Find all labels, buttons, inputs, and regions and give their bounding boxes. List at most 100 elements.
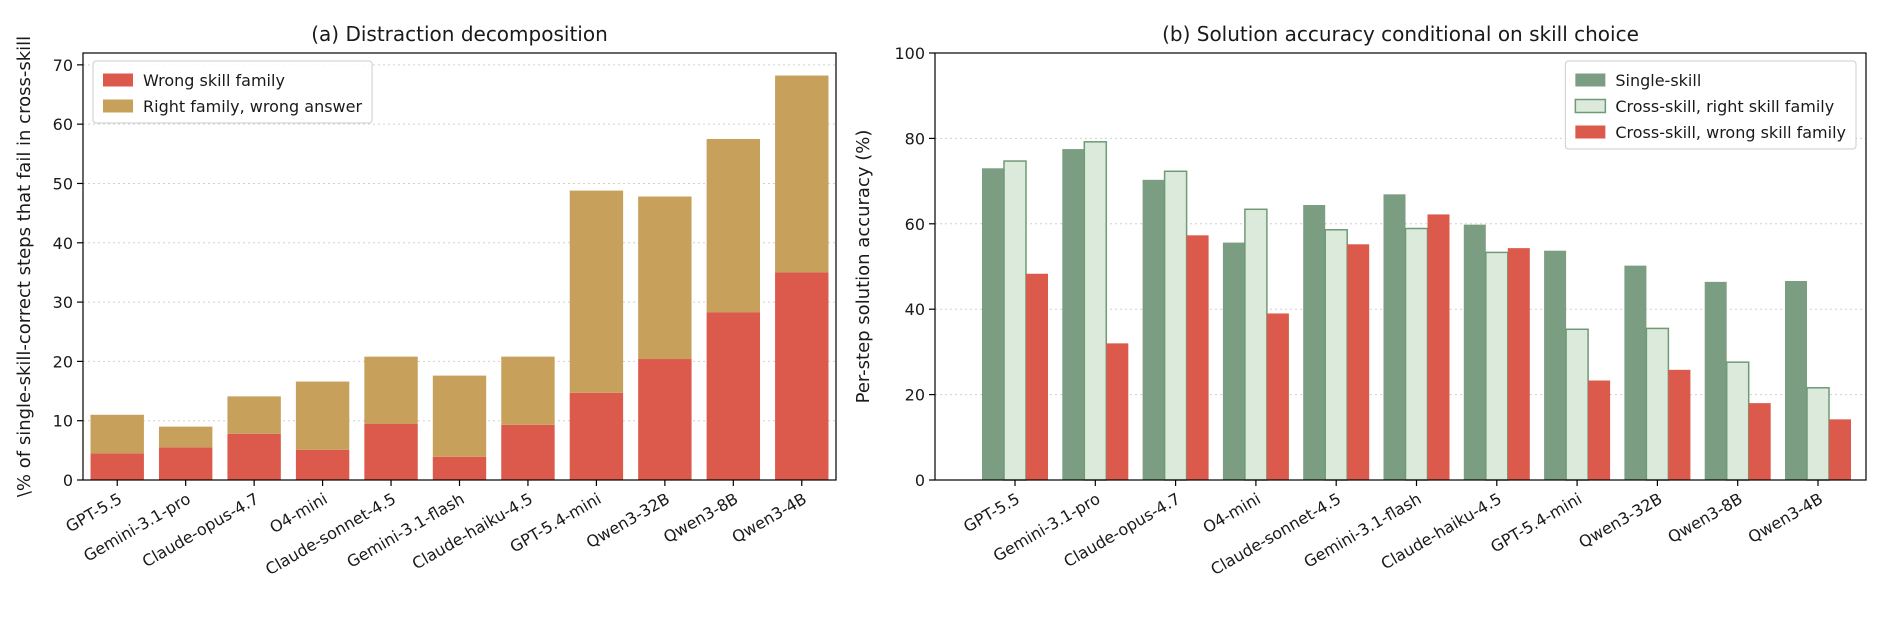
legend-swatch-single-skill [1575,73,1606,87]
bar-qwen3-4b-right-family-wrong-answer [775,75,829,273]
x-tick-label-o4-mini: O4-mini [1200,489,1264,537]
legend-swatch-right-family-wrong-answer [103,99,133,113]
legend-box [1564,60,1857,150]
bar-gpt-5-4-mini-right-family-wrong-answer [569,190,624,393]
y-tick-label: 80 [905,129,925,148]
bar-o4-mini-cross-skill-wrong-skill-family [1266,313,1289,480]
y-tick-label: 60 [905,215,925,234]
bar-qwen3-32b-single-skill [1624,265,1647,480]
y-tick-label: 50 [53,174,73,193]
bar-claude-opus-4-7-cross-skill-right-skill-family [1163,170,1188,481]
bar-qwen3-32b-cross-skill-right-skill-family [1645,327,1670,481]
bar-gpt-5-5-single-skill [982,168,1004,481]
bar-gpt-5-4-mini-wrong-skill-family [569,392,624,480]
y-tick-label: 20 [53,352,73,371]
bar-qwen3-8b-cross-skill-wrong-skill-family [1748,403,1771,480]
y-tick-label: 40 [53,234,73,253]
bar-gemini-3-1-flash-cross-skill-wrong-skill-family [1427,214,1450,480]
bar-claude-opus-4-7-right-family-wrong-answer [227,396,281,434]
bar-claude-opus-4-7-wrong-skill-family [227,433,281,480]
chart-title: (a) Distraction decomposition [311,22,608,46]
bar-gemini-3-1-pro-wrong-skill-family [158,447,213,480]
bar-qwen3-4b-cross-skill-wrong-skill-family [1829,419,1851,480]
chart-title: (b) Solution accuracy conditional on ski… [1162,22,1639,46]
bar-gpt-5-5-right-family-wrong-answer [90,414,144,454]
bar-qwen3-4b-cross-skill-right-skill-family [1806,387,1830,481]
x-tick-label-gemini-3-1-flash: Gemini-3.1-flash [343,489,467,572]
legend: Wrong skill family Right family, wrong an… [92,60,373,124]
bar-gemini-3-1-flash-right-family-wrong-answer [432,375,487,457]
bar-qwen3-32b-wrong-skill-family [638,359,692,480]
y-tick-label: 20 [905,386,925,405]
legend-label-single-skill: Single-skill [1615,71,1701,90]
bar-claude-opus-4-7-single-skill [1142,179,1165,480]
legend-box [92,60,373,124]
x-tick-label-qwen3-4b: Qwen3-4B [729,489,810,547]
bar-o4-mini-right-family-wrong-answer [295,381,350,450]
bar-gpt-5-5-cross-skill-right-skill-family [1003,160,1027,481]
x-tick-label-qwen3-32b: Qwen3-32B [1575,489,1665,552]
bar-claude-sonnet-4-5-single-skill [1303,205,1326,480]
bar-qwen3-32b-right-family-wrong-answer [638,196,692,360]
y-tick-label: 100 [894,44,925,63]
bar-qwen3-4b-single-skill [1785,281,1807,480]
bar-claude-haiku-4-5-cross-skill-right-skill-family [1485,251,1509,481]
x-tick-label-claude-haiku-4-5: Claude-haiku-4.5 [409,489,536,573]
bar-qwen3-32b-cross-skill-wrong-skill-family [1668,369,1691,480]
bar-gpt-5-4-mini-cross-skill-wrong-skill-family [1588,380,1611,480]
panel-b-solution-accuracy: (b) Solution accuracy conditional on ski… [853,22,1867,579]
legend-swatch-cross-skill-right-skill-family [1574,98,1607,114]
bar-gemini-3-1-flash-single-skill [1383,194,1406,480]
bar-qwen3-8b-right-family-wrong-answer [706,138,761,313]
legend: Single-skill Cross-skill, right skill fam… [1564,60,1857,150]
y-tick-label: 30 [53,293,73,312]
bar-claude-sonnet-4-5-wrong-skill-family [364,423,418,480]
y-axis-label: Per-step solution accuracy (%) [853,130,874,404]
bar-gpt-5-5-cross-skill-wrong-skill-family [1026,273,1048,480]
legend-label-wrong-skill-family: Wrong skill family [143,71,285,90]
bar-qwen3-8b-cross-skill-right-skill-family [1725,361,1750,481]
bar-o4-mini-cross-skill-right-skill-family [1244,208,1268,481]
y-tick-label: 40 [905,300,925,319]
y-tick-label: 60 [53,115,73,134]
legend-label-cross-skill-right-skill-family: Cross-skill, right skill family [1615,97,1834,116]
bar-claude-sonnet-4-5-cross-skill-right-skill-family [1324,229,1348,481]
x-tick-label-qwen3-8b: Qwen3-8B [660,489,741,547]
bar-qwen3-8b-wrong-skill-family [706,312,761,480]
bar-claude-opus-4-7-cross-skill-wrong-skill-family [1186,235,1209,480]
panel-a-distraction-decomposition: (a) Distraction decomposition \% of sing… [14,22,837,579]
y-tick-label: 10 [53,412,73,431]
bar-gemini-3-1-pro-cross-skill-right-skill-family [1083,141,1108,481]
bar-gpt-5-4-mini-single-skill [1544,250,1567,480]
legend-label-right-family-wrong-answer: Right family, wrong answer [143,97,362,116]
bar-gemini-3-1-pro-cross-skill-wrong-skill-family [1106,343,1129,480]
bar-claude-sonnet-4-5-right-family-wrong-answer [364,356,418,424]
bar-o4-mini-single-skill [1222,242,1245,480]
bar-gpt-5-4-mini-cross-skill-right-skill-family [1565,328,1589,481]
plot-frame [82,52,837,481]
bar-o4-mini-wrong-skill-family [295,449,350,480]
legend-swatch-cross-skill-wrong-skill-family [1575,125,1606,139]
x-tick-label-claude-opus-4-7: Claude-opus-4.7 [139,489,262,571]
bar-claude-haiku-4-5-wrong-skill-family [501,424,555,480]
y-tick-label: 70 [53,56,73,75]
bar-gemini-3-1-pro-right-family-wrong-answer [158,426,213,448]
x-tick-label-gpt-5-5: GPT-5.5 [960,489,1023,536]
bar-gemini-3-1-flash-cross-skill-right-skill-family [1404,227,1429,481]
y-axis-label: \% of single-skill-correct steps that fa… [14,36,35,497]
bar-qwen3-8b-single-skill [1704,281,1727,480]
bar-gemini-3-1-pro-single-skill [1062,149,1085,480]
bar-gpt-5-5-wrong-skill-family [90,453,144,480]
legend-label-cross-skill-wrong-skill-family: Cross-skill, wrong skill family [1615,123,1846,142]
x-tick-label-qwen3-8b: Qwen3-8B [1665,489,1746,547]
plot-frame [934,52,1867,481]
bar-gemini-3-1-flash-wrong-skill-family [432,456,487,480]
x-tick-label-qwen3-4b: Qwen3-4B [1745,489,1826,547]
legend-swatch-wrong-skill-family [103,73,133,87]
bar-claude-haiku-4-5-cross-skill-wrong-skill-family [1507,248,1530,480]
y-tick-label: 0 [63,471,73,490]
x-tick-label-gpt-5-4-mini: GPT-5.4-mini [1487,489,1585,556]
y-tick-label: 0 [915,471,925,490]
x-tick-label-claude-sonnet-4-5: Claude-sonnet-4.5 [1207,489,1344,579]
